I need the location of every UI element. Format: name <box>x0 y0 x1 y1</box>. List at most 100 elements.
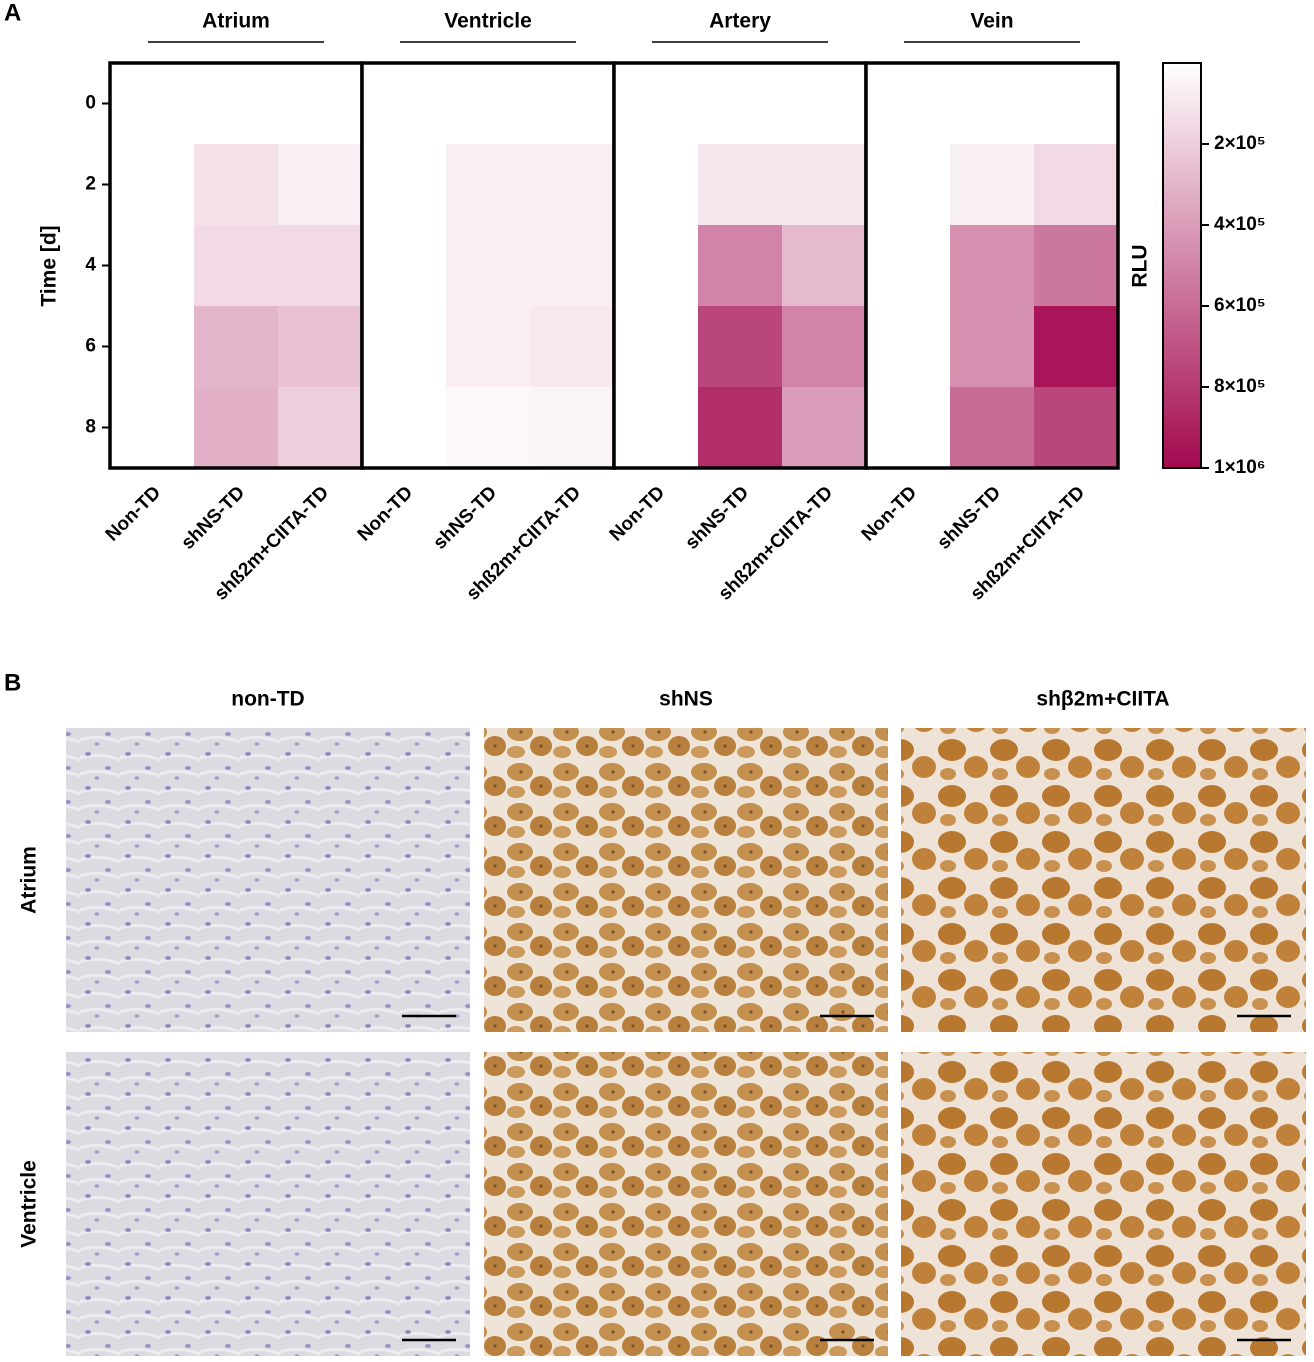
panel-label: A <box>4 0 21 26</box>
heatmap-cell <box>698 225 783 307</box>
colorbar-tick-label: 2×10⁵ <box>1214 133 1266 154</box>
heatmap-cell <box>866 306 951 388</box>
x-tick-label: Non-TD <box>858 482 921 545</box>
heatmap-cell <box>446 306 531 388</box>
x-tick-label: Non-TD <box>606 482 669 545</box>
heatmap-cell <box>362 63 447 145</box>
heatmap-cell <box>950 63 1035 145</box>
heatmap-cell <box>110 306 195 388</box>
heatmap-cell <box>278 306 363 388</box>
y-tick-label: 0 <box>85 93 96 114</box>
heatmap-cell <box>362 225 447 307</box>
heatmap-cell <box>1034 63 1119 145</box>
heatmap-cell <box>866 387 951 469</box>
histology-image <box>66 728 470 1032</box>
histology-image <box>901 728 1306 1032</box>
group-title: Vein <box>970 10 1013 33</box>
heatmap-cell <box>866 63 951 145</box>
heatmap-cell <box>614 225 699 307</box>
colorbar-tick-label: 4×10⁵ <box>1214 214 1266 235</box>
colorbar-tick-label: 6×10⁵ <box>1214 295 1266 316</box>
heatmap-cell <box>110 225 195 307</box>
heatmap-cell <box>446 144 531 226</box>
heatmap-cell <box>614 144 699 226</box>
row-title: Atrium <box>18 846 41 914</box>
heatmap-cell <box>530 387 615 469</box>
group-title: Ventricle <box>444 10 532 33</box>
heatmap-cell <box>278 63 363 145</box>
heatmap-cell <box>110 63 195 145</box>
heatmap-cell <box>446 63 531 145</box>
x-tick-label: Non-TD <box>102 482 165 545</box>
heatmap-cell <box>278 225 363 307</box>
heatmap-cell <box>110 387 195 469</box>
heatmap-cell <box>698 306 783 388</box>
column-title: non-TD <box>231 688 304 711</box>
y-tick-label: 8 <box>85 417 96 438</box>
y-axis-title: Time [d] <box>38 225 61 306</box>
histology-image <box>484 1052 888 1356</box>
colorbar <box>1162 62 1202 469</box>
heatmap-cell <box>698 144 783 226</box>
y-tick-label: 6 <box>85 336 96 357</box>
group-title: Artery <box>709 10 771 33</box>
colorbar-tick-label: 8×10⁵ <box>1214 376 1266 397</box>
panel-border <box>864 61 1120 470</box>
heatmap-cell <box>950 387 1035 469</box>
heatmap-cell <box>782 387 867 469</box>
heatmap-cell <box>698 63 783 145</box>
heatmap-cell <box>614 306 699 388</box>
heatmap-cell <box>194 306 279 388</box>
heatmap-cell <box>194 144 279 226</box>
heatmap-cell <box>866 144 951 226</box>
heatmap-cell <box>446 225 531 307</box>
row-title: Ventricle <box>18 1160 41 1248</box>
column-title: shβ2m+CIITA <box>1036 688 1169 711</box>
heatmap-cell <box>362 387 447 469</box>
heatmap-cell <box>278 144 363 226</box>
heatmap-cell <box>782 63 867 145</box>
heatmap-cell <box>782 144 867 226</box>
x-tick-label: shNS-TD <box>177 482 249 554</box>
group-title: Atrium <box>202 10 270 33</box>
x-tick-label: shNS-TD <box>933 482 1005 554</box>
x-tick-label: shNS-TD <box>429 482 501 554</box>
histology-image <box>66 1052 470 1356</box>
column-title: shNS <box>659 688 713 711</box>
heatmap-cell <box>110 144 195 226</box>
heatmap-cell <box>614 387 699 469</box>
heatmap-cell <box>950 225 1035 307</box>
histology-image <box>901 1052 1306 1356</box>
heatmap-cell <box>1034 387 1119 469</box>
x-tick-label: shNS-TD <box>681 482 753 554</box>
heatmap-cell <box>1034 225 1119 307</box>
y-tick-label: 4 <box>85 255 96 276</box>
heatmap-cell <box>1034 306 1119 388</box>
heatmap-cell <box>698 387 783 469</box>
y-tick-label: 2 <box>85 174 96 195</box>
heatmap-cell <box>530 144 615 226</box>
heatmap-cell <box>278 387 363 469</box>
heatmap-cell <box>1034 144 1119 226</box>
heatmap-cell <box>362 306 447 388</box>
colorbar-tick-label: 1×10⁶ <box>1214 457 1266 478</box>
x-tick-label: Non-TD <box>354 482 417 545</box>
heatmap-cell <box>194 225 279 307</box>
colorbar-title: RLU <box>1129 244 1152 287</box>
panel-label: B <box>4 669 21 696</box>
heatmap-cell <box>446 387 531 469</box>
histology-image <box>484 728 888 1032</box>
heatmap-cell <box>950 144 1035 226</box>
heatmap-cell <box>362 144 447 226</box>
heatmap-cell <box>530 306 615 388</box>
heatmap-cell <box>950 306 1035 388</box>
heatmap-cell <box>194 63 279 145</box>
heatmap-cell <box>866 225 951 307</box>
heatmap-cell <box>194 387 279 469</box>
heatmap-cell <box>614 63 699 145</box>
heatmap-cell <box>530 63 615 145</box>
heatmap-cell <box>782 306 867 388</box>
heatmap-cell <box>782 225 867 307</box>
